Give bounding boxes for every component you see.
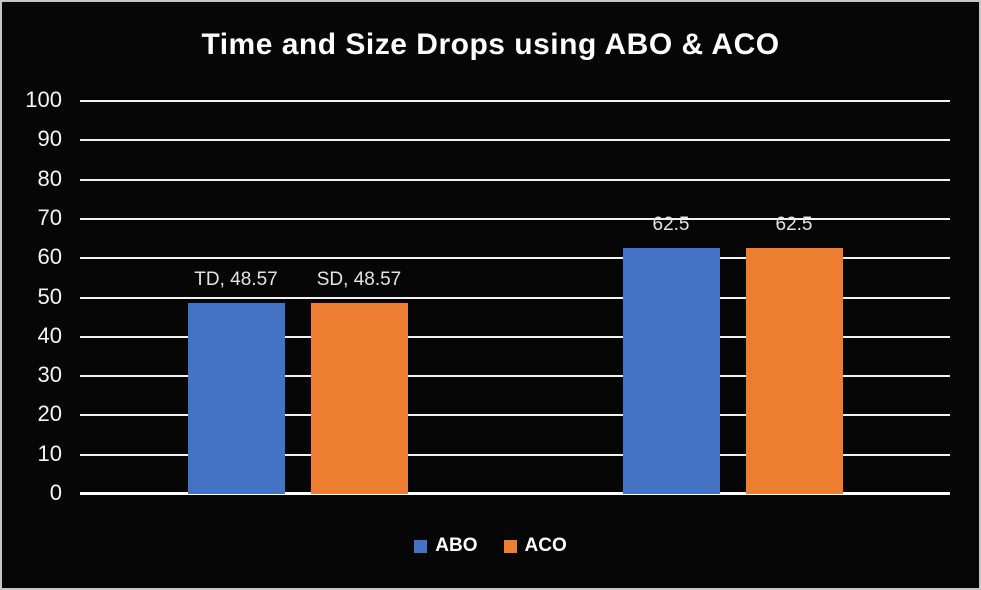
y-tick-label: 10 [37, 440, 62, 466]
legend-label: ABO [435, 535, 478, 556]
bar-label: 62.5 [775, 214, 813, 236]
bar [745, 248, 843, 494]
legend-swatch [414, 539, 428, 553]
legend-label: ACO [524, 535, 567, 556]
chart-title: Time and Size Drops using ABO & ACO [201, 28, 780, 61]
y-tick-label: 80 [37, 165, 62, 191]
bar-label: SD, 48.57 [316, 269, 402, 291]
bar-label: 62.5 [652, 214, 690, 236]
y-tick-label: 100 [25, 87, 62, 112]
bar [622, 248, 720, 494]
gridline [80, 375, 950, 378]
gridline [80, 492, 950, 495]
bar [310, 303, 408, 494]
plot-area: 0 10 20 30 40 50 60 70 80 90 100 TD, 48.57 SD, 48.57… [25, 87, 950, 505]
legend-item: ABO [414, 535, 478, 557]
gridline [80, 414, 950, 417]
y-tick-label: 0 [49, 480, 62, 505]
y-tick-label: 40 [37, 322, 62, 348]
gridline [80, 217, 950, 220]
y-tick-label: 30 [37, 362, 62, 388]
y-tick-label: 60 [37, 244, 62, 270]
gridline [80, 453, 950, 456]
y-tick-label: 50 [37, 283, 62, 309]
bar-label: TD, 48.57 [194, 269, 278, 291]
legend-item: ACO [503, 535, 567, 557]
legend-swatch [503, 539, 517, 553]
y-tick-label: 90 [37, 126, 62, 152]
gridline [80, 100, 950, 102]
gridline [80, 296, 950, 299]
y-tick-label: 70 [37, 204, 62, 230]
gridline [80, 257, 950, 260]
legend: ABO ACO [2, 535, 979, 557]
gridline [80, 178, 950, 181]
gridline [80, 139, 950, 142]
bar [187, 303, 285, 494]
y-tick-label: 20 [37, 401, 62, 427]
gridline [80, 335, 950, 338]
